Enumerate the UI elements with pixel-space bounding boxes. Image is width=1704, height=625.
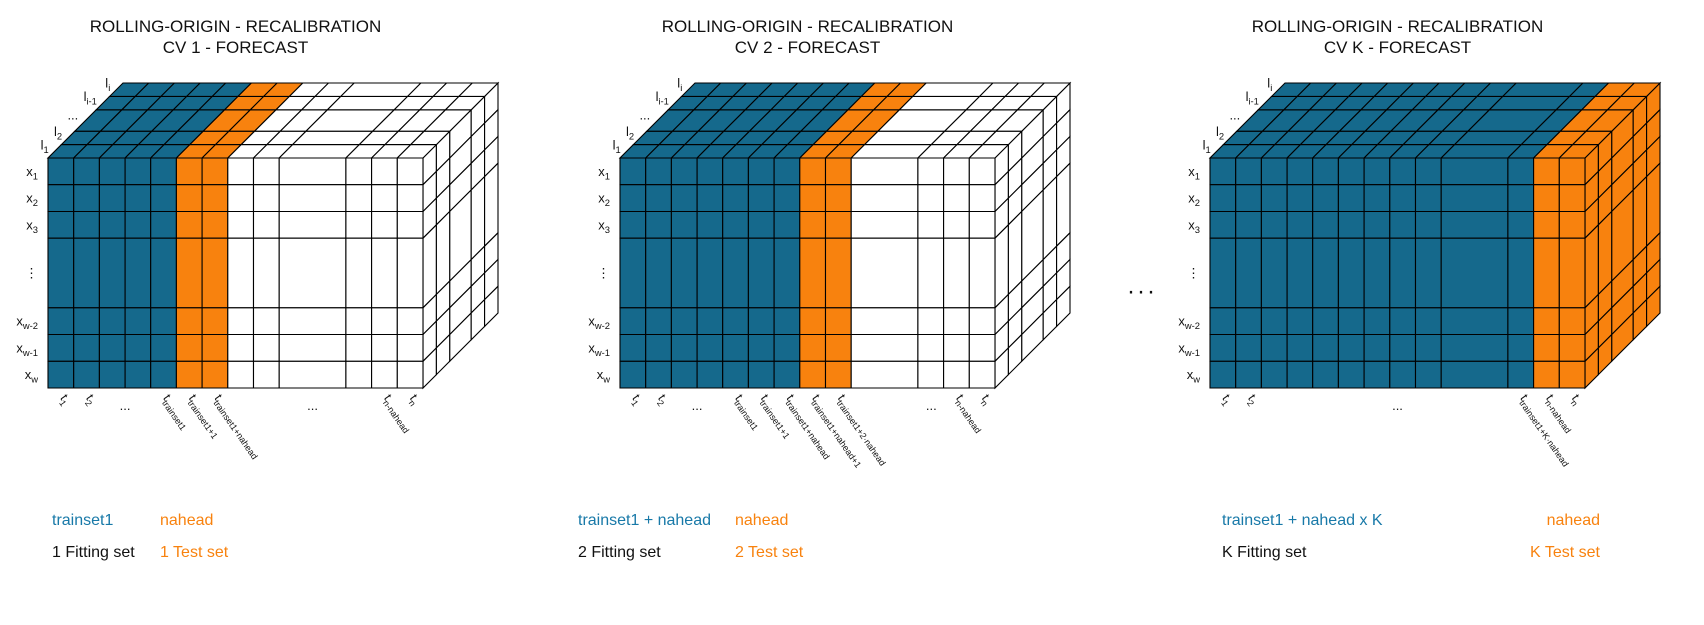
svg-text:x3: x3	[1188, 217, 1200, 235]
svg-text:...: ...	[120, 398, 131, 413]
svg-text:l2: l2	[626, 124, 634, 142]
svg-text:tn: tn	[1567, 392, 1585, 408]
cv2-fitting-set-label: 2 Fitting set	[578, 544, 661, 561]
svg-text:x3: x3	[26, 217, 38, 235]
svg-text:l1: l1	[1203, 137, 1211, 155]
svg-text:li-1: li-1	[84, 89, 97, 107]
cv2-trainset-span-label: trainset1 + nahead	[578, 512, 711, 529]
svg-text:xw: xw	[25, 367, 39, 385]
cv2-test-set-label: 2 Test set	[735, 544, 804, 561]
svg-text:li-1: li-1	[656, 89, 669, 107]
svg-text:xw-2: xw-2	[588, 314, 610, 332]
svg-text:xw-1: xw-1	[588, 340, 610, 358]
panel-continuation-ellipsis: ···	[1127, 278, 1157, 305]
svg-text:xw: xw	[1187, 367, 1201, 385]
svg-text:x2: x2	[26, 191, 38, 209]
cvk-test-set-label: K Test set	[1530, 544, 1600, 561]
svg-text:xw-2: xw-2	[16, 314, 38, 332]
svg-text:⋮: ⋮	[597, 266, 610, 281]
cv2-title-line1: ROLLING-ORIGIN - RECALIBRATION	[661, 17, 954, 36]
cv1-fitting-set-label: 1 Fitting set	[52, 544, 135, 561]
svg-text:t2: t2	[653, 392, 671, 408]
svg-text:x1: x1	[598, 164, 610, 182]
svg-text:l2: l2	[1216, 124, 1224, 142]
svg-text:tn: tn	[405, 392, 423, 408]
cv1-title-line2: CV 1 - FORECAST	[162, 38, 309, 57]
cvk-title: ROLLING-ORIGIN - RECALIBRATION CV K - FO…	[1110, 16, 1685, 58]
cv2-title-line2: CV 2 - FORECAST	[734, 38, 881, 57]
svg-text:tn: tn	[977, 392, 995, 408]
svg-text:t2: t2	[81, 392, 99, 408]
svg-text:x1: x1	[26, 164, 38, 182]
cv1-cube-diagram: l1 l2... li-1 li x1 x2 x3 ⋮ xw-2 xw-1 xw t1 t2 ... ttr…	[16, 76, 500, 462]
svg-text:xw-1: xw-1	[16, 340, 38, 358]
svg-text:⋮: ⋮	[25, 266, 38, 281]
svg-text:...: ...	[926, 398, 937, 413]
cvk-nahead-span-label: nahead	[1546, 512, 1600, 529]
cv1-title: ROLLING-ORIGIN - RECALIBRATION CV 1 - FO…	[0, 16, 523, 58]
svg-text:l2: l2	[54, 124, 62, 142]
cv1-test-set-label: 1 Test set	[160, 544, 229, 561]
svg-text:li-1: li-1	[1246, 89, 1259, 107]
cv1-trainset-span-label: trainset1	[52, 512, 114, 529]
cvk-title-line2: CV K - FORECAST	[1323, 38, 1472, 57]
svg-text:xw-2: xw-2	[1178, 314, 1200, 332]
svg-text:li: li	[677, 76, 682, 94]
svg-text:...: ...	[67, 108, 78, 123]
cvk-fitting-set-label: K Fitting set	[1222, 544, 1307, 561]
svg-text:...: ...	[692, 398, 703, 413]
svg-text:x3: x3	[598, 217, 610, 235]
svg-text:...: ...	[307, 398, 318, 413]
svg-text:l1: l1	[613, 137, 621, 155]
svg-text:li: li	[105, 76, 110, 94]
cv2-title: ROLLING-ORIGIN - RECALIBRATION CV 2 - FO…	[520, 16, 1095, 58]
svg-text:...: ...	[1392, 398, 1403, 413]
svg-text:t2: t2	[1243, 392, 1261, 408]
svg-text:x2: x2	[598, 191, 610, 209]
cv2-nahead-span-label: nahead	[735, 512, 789, 529]
svg-text:...: ...	[1229, 108, 1240, 123]
cv1-title-line1: ROLLING-ORIGIN - RECALIBRATION	[89, 17, 382, 36]
svg-text:ttrainset1+nahead: ttrainset1+nahead	[209, 392, 265, 462]
svg-text:⋮: ⋮	[1187, 266, 1200, 281]
cvk-title-line1: ROLLING-ORIGIN - RECALIBRATION	[1251, 17, 1544, 36]
svg-text:x2: x2	[1188, 191, 1200, 209]
cv2-panel: ROLLING-ORIGIN - RECALIBRATION CV 2 - FO…	[575, 0, 1120, 625]
cv2-cube-diagram: l1 l2... li-1 li x1 x2 x3 ⋮ xw-2 xw-1 xw t1 t2 ... ttr…	[588, 76, 1072, 470]
svg-text:t1: t1	[1217, 392, 1235, 408]
svg-text:ttrainset1+2·nahead: ttrainset1+2·nahead	[833, 392, 893, 468]
svg-text:l1: l1	[41, 137, 49, 155]
svg-text:xw-1: xw-1	[1178, 340, 1200, 358]
svg-text:x1: x1	[1188, 164, 1200, 182]
cvk-panel: ROLLING-ORIGIN - RECALIBRATION CV K - FO…	[1165, 0, 1704, 625]
svg-text:t1: t1	[55, 392, 73, 408]
svg-text:...: ...	[639, 108, 650, 123]
cv1-panel: ROLLING-ORIGIN - RECALIBRATION CV 1 - FO…	[3, 0, 548, 625]
cvk-trainset-span-label: trainset1 + nahead x K	[1222, 512, 1383, 529]
svg-text:t1: t1	[627, 392, 645, 408]
cv1-nahead-span-label: nahead	[160, 512, 214, 529]
svg-text:li: li	[1267, 76, 1272, 94]
svg-text:xw: xw	[597, 367, 611, 385]
